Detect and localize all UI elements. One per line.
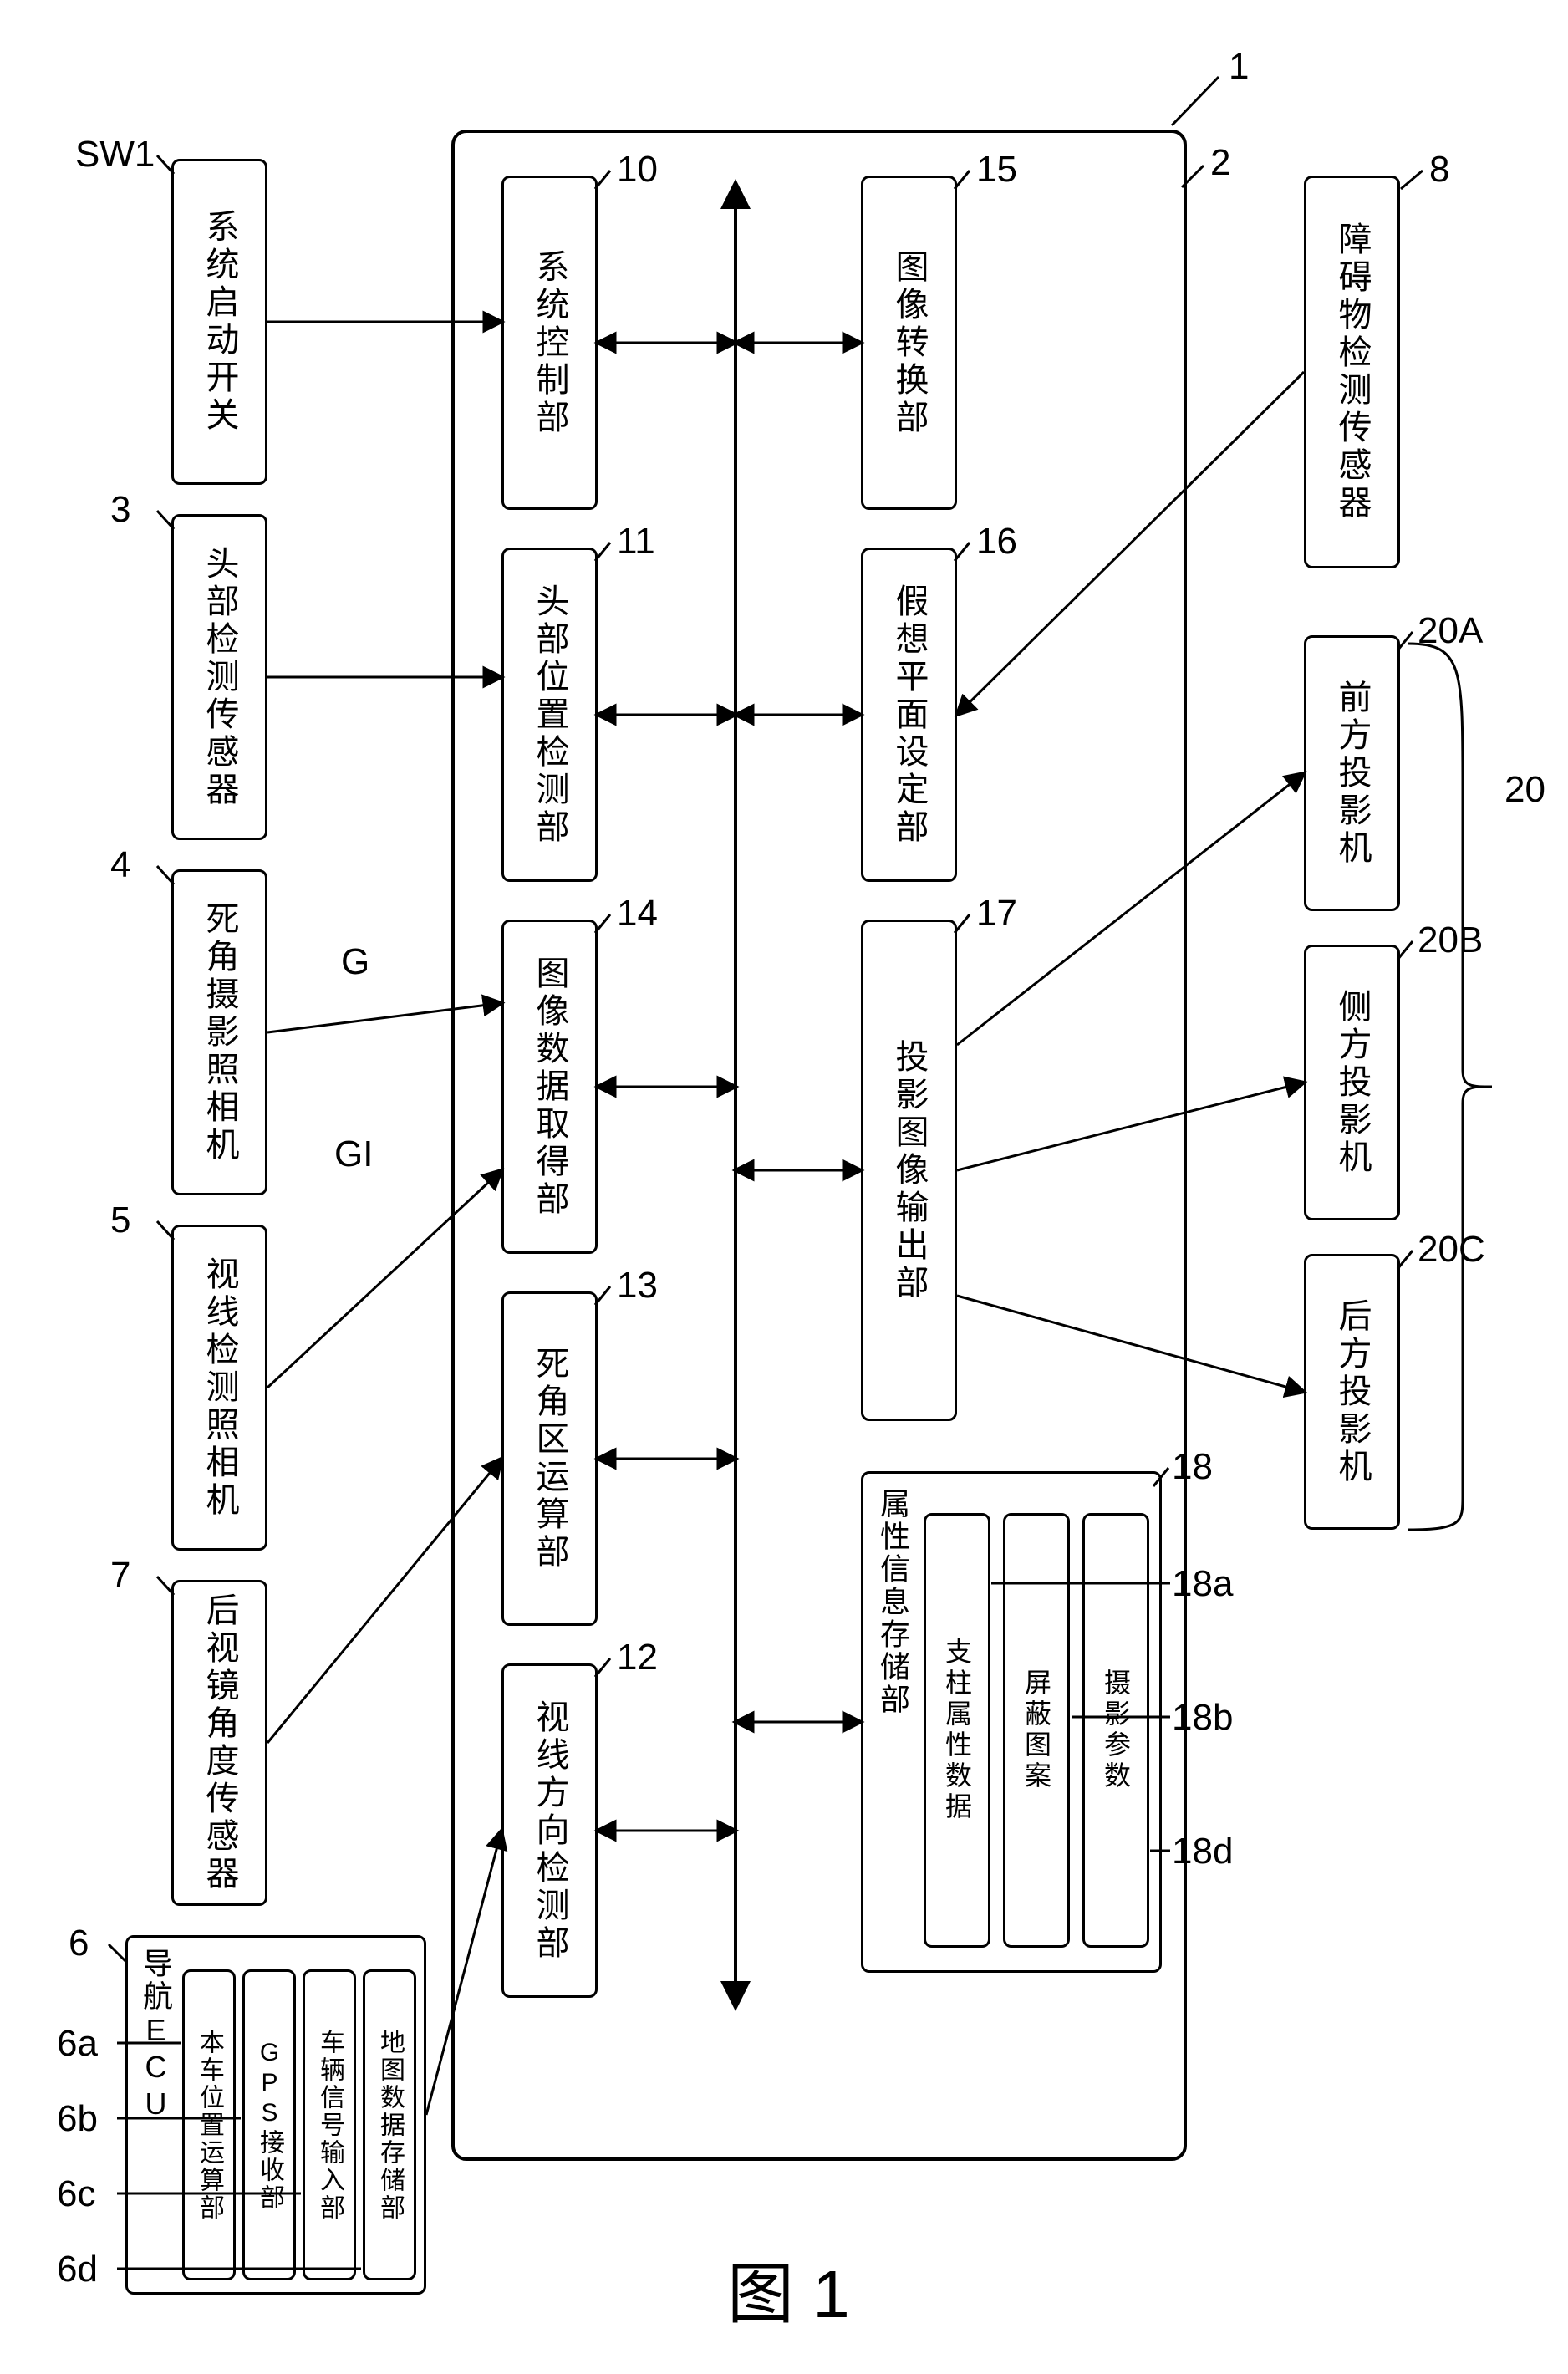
diagram: 系统启动开关 头部检测传感器 死角摄影照相机 视线检测照相机 后视镜角度传感器 … (0, 0, 1568, 2374)
arrows (0, 0, 1568, 2374)
